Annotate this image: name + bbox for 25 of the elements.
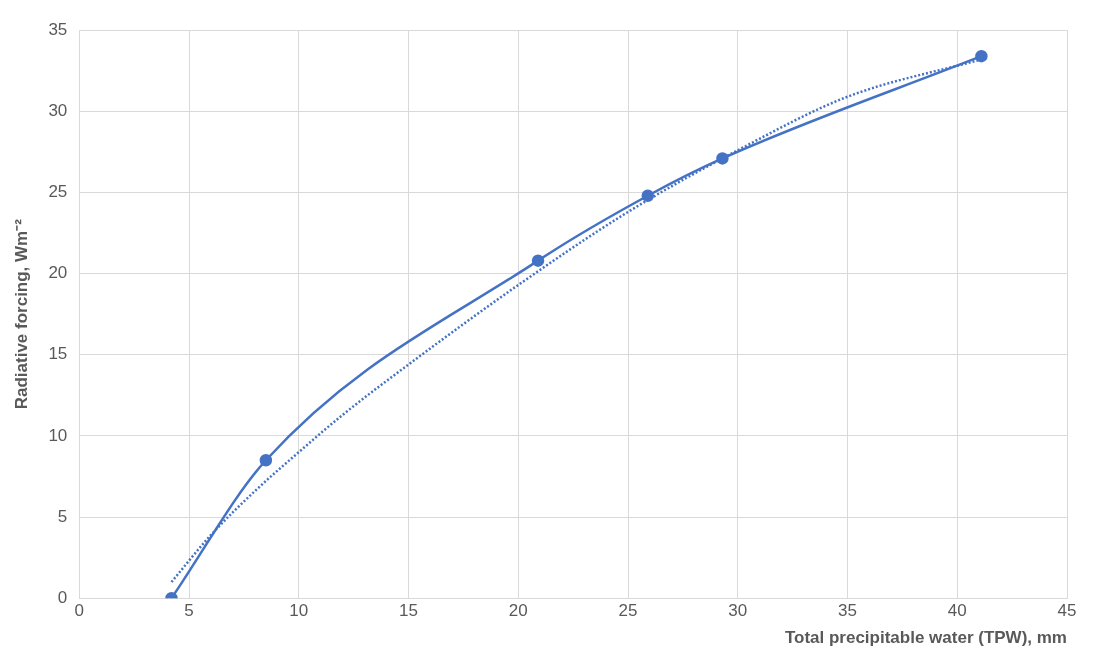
x-tick-label: 35 [838,601,857,621]
x-tick-label: 45 [1057,601,1077,621]
point [259,454,273,467]
point [531,254,545,267]
point [975,49,988,63]
y-tick-label: 35 [48,19,68,39]
x-axis-title: Total precipitable water (TPW), mm [784,628,1067,648]
y-tick-label: 0 [57,587,68,607]
x-tick-label: 25 [618,601,638,621]
x-tick-label: 20 [508,601,528,621]
y-tick-label: 20 [48,263,68,283]
x-tick-label: 30 [728,601,748,621]
y-tick-label: 30 [48,101,68,121]
y-tick-label: 25 [48,182,68,202]
y-axis-title: Radiative forcing, Wm⁻² [11,218,31,410]
x-tick-label: 40 [947,601,967,621]
y-tick-label: 5 [57,506,68,526]
x-tick-label: 10 [289,601,309,621]
x-tick-label: 0 [74,601,85,621]
y-tick-label: 10 [48,425,68,445]
x-tick-label: 15 [399,601,418,621]
x-tick-label: 5 [184,601,194,621]
point [641,189,655,202]
point [716,152,729,165]
y-tick-label: 15 [48,344,68,364]
